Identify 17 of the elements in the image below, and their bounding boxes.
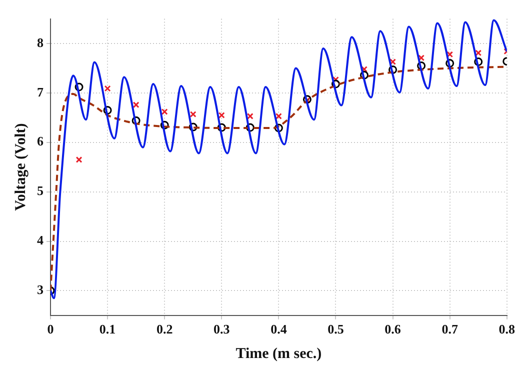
y-tick-label: 8 (37, 34, 44, 50)
x-tick-label: 0.3 (214, 322, 230, 337)
x-tick-label: 0 (47, 322, 54, 337)
x-axis-title: Time (m sec.) (236, 346, 322, 362)
y-axis-title: Voltage (Volt) (12, 123, 29, 211)
y-tick-label: 6 (37, 134, 44, 149)
y-tick-label: 7 (37, 84, 44, 100)
x-tick-label: 0.2 (156, 322, 173, 337)
y-tick-label: 4 (37, 232, 44, 248)
x-tick-label: 0.7 (442, 322, 458, 337)
y-tick-label: 3 (37, 282, 44, 298)
x-tick-label: 0.1 (99, 322, 116, 337)
x-tick-label: 0.5 (328, 322, 344, 337)
x-tick-label: 0.8 (498, 322, 516, 337)
y-tick-label: 5 (37, 183, 44, 198)
x-tick-label: 0.6 (384, 322, 402, 337)
x-tick-label: 0.4 (270, 322, 288, 337)
